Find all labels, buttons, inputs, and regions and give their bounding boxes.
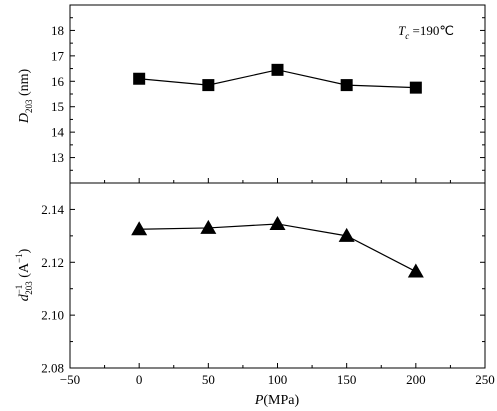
bottom-y-title-subscript: 203 (24, 281, 34, 295)
x-title-unit: (MPa) (263, 393, 299, 408)
bottom-series-line (139, 223, 417, 273)
bottom-y-tick-label: 2.14 (41, 202, 64, 217)
top-y-tick-label: 13 (51, 150, 64, 165)
bottom-y-title-unit-end: ) (17, 248, 32, 253)
top-y-tick-label: 15 (51, 99, 64, 114)
x-ticks: −50 0 50 100 150 200 250 (60, 178, 495, 387)
x-tick-label: 100 (268, 372, 288, 387)
top-y-axis-title: D203 (nm) (17, 68, 34, 124)
top-y-title-subscript: 203 (24, 99, 34, 113)
x-tick-label: 200 (406, 372, 426, 387)
annotation-symbol: T (398, 23, 406, 38)
square-marker (409, 81, 422, 94)
top-y-tick-label: 17 (51, 48, 65, 63)
top-y-title-unit: (nm) (17, 68, 32, 99)
bottom-y-title-unit: (A (17, 262, 32, 281)
square-marker (133, 72, 146, 85)
top-series-squares (133, 63, 422, 94)
square-marker (271, 63, 284, 76)
bottom-y-title-superscript: −1 (14, 285, 24, 295)
bottom-y-axis-title: d−1203 (A−1) (14, 248, 34, 301)
x-tick-label: 150 (337, 372, 357, 387)
triangle-marker (269, 215, 286, 230)
bottom-panel-frame (69, 182, 486, 369)
top-y-tick-label: 16 (51, 74, 65, 89)
x-tick-label: 0 (136, 372, 143, 387)
bottom-y-tick-label: 2.12 (41, 255, 64, 270)
x-tick-label: −50 (60, 372, 80, 387)
bottom-y-ticks: 2.08 2.10 2.12 2.14 (41, 202, 485, 376)
annotation-value: =190℃ (409, 23, 454, 38)
bottom-y-title-symbol: d (17, 293, 32, 301)
triangle-marker (200, 219, 217, 234)
square-marker (202, 79, 215, 92)
triangle-marker (338, 227, 355, 242)
square-marker (340, 79, 353, 92)
x-tick-label: 250 (475, 372, 495, 387)
bottom-y-tick-label: 2.10 (41, 308, 64, 323)
bottom-y-title-unit-superscript: −1 (14, 253, 24, 263)
bottom-series-triangles (131, 215, 424, 278)
triangle-marker (407, 263, 424, 278)
x-axis-title: P(MPa) (254, 393, 300, 408)
x-title-symbol: P (254, 393, 264, 408)
bottom-y-tick-label: 2.08 (41, 361, 64, 376)
temperature-annotation: Tc =190℃ (398, 23, 454, 41)
top-y-tick-label: 14 (51, 125, 65, 140)
top-y-title-symbol: D (17, 113, 32, 124)
triangle-marker (131, 221, 148, 236)
annotation-subscript: c (405, 31, 409, 41)
top-y-tick-label: 18 (51, 23, 64, 38)
x-tick-label: 50 (202, 372, 215, 387)
top-y-ticks: 13 14 15 16 17 18 (51, 17, 485, 171)
